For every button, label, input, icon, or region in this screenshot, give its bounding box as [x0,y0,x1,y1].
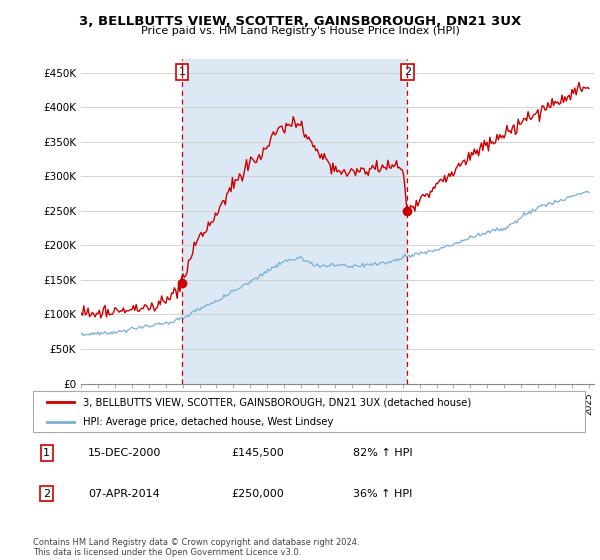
Text: 15-DEC-2000: 15-DEC-2000 [88,448,161,458]
Text: 1: 1 [178,67,185,77]
Text: 82% ↑ HPI: 82% ↑ HPI [353,448,413,458]
Text: 3, BELLBUTTS VIEW, SCOTTER, GAINSBOROUGH, DN21 3UX: 3, BELLBUTTS VIEW, SCOTTER, GAINSBOROUGH… [79,15,521,27]
Text: HPI: Average price, detached house, West Lindsey: HPI: Average price, detached house, West… [83,417,333,427]
Text: 1: 1 [43,448,50,458]
FancyBboxPatch shape [33,391,585,432]
Bar [182,59,407,384]
Text: Price paid vs. HM Land Registry's House Price Index (HPI): Price paid vs. HM Land Registry's House … [140,26,460,36]
Text: 2: 2 [404,67,411,77]
Text: £250,000: £250,000 [232,488,284,498]
Text: 07-APR-2014: 07-APR-2014 [88,488,160,498]
Text: Contains HM Land Registry data © Crown copyright and database right 2024.
This d: Contains HM Land Registry data © Crown c… [33,538,359,557]
Text: 3, BELLBUTTS VIEW, SCOTTER, GAINSBOROUGH, DN21 3UX (detached house): 3, BELLBUTTS VIEW, SCOTTER, GAINSBOROUGH… [83,398,471,408]
Text: 2: 2 [43,488,50,498]
Text: £145,500: £145,500 [232,448,284,458]
Text: 36% ↑ HPI: 36% ↑ HPI [353,488,413,498]
